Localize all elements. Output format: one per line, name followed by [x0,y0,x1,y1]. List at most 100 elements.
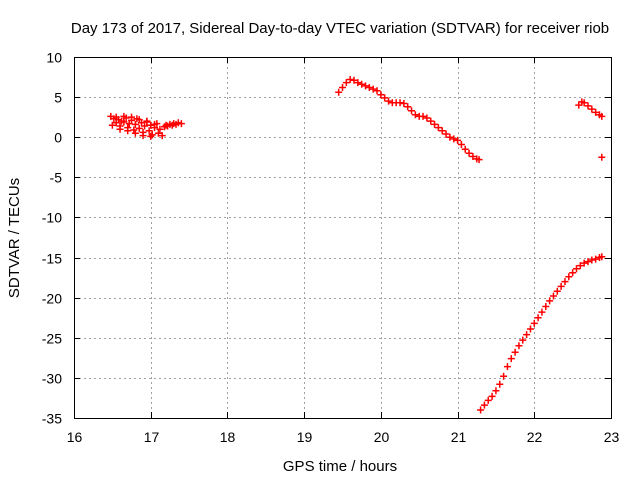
data-point [108,121,116,129]
x-tick-label: 20 [374,429,390,445]
data-point [534,314,542,322]
data-point [549,292,557,300]
data-point [442,130,450,138]
data-point [496,380,504,388]
data-point [584,102,592,110]
data-point [135,124,143,132]
data-point [572,265,580,273]
y-tick-label: -5 [50,170,63,186]
data-point [404,103,412,111]
data-point [461,145,469,153]
data-point [480,401,488,409]
data-point [335,88,343,96]
data-point [158,132,166,140]
data-point [580,99,588,107]
data-point [128,113,136,121]
data-point [400,100,408,108]
data-point [369,85,377,93]
grid-lines [74,57,611,418]
data-point [488,392,496,400]
series-short-segment-22.6-22.9 [575,98,606,120]
data-point [484,396,492,404]
plot-frame [74,57,612,419]
data-point [339,83,346,91]
data-point [139,132,147,140]
data-point [145,127,153,135]
y-tick-label: 5 [54,90,62,106]
data-point [530,319,538,327]
data-point [511,348,519,356]
data-point [350,76,358,84]
y-tick-label: -30 [42,371,62,387]
data-point [450,135,458,143]
x-tick-label: 21 [451,429,467,445]
y-tick-label: -15 [42,251,62,267]
data-point [358,80,366,88]
x-tick-label: 16 [67,429,83,445]
data-point [553,287,561,295]
data-point [147,132,155,140]
data-point [434,124,442,132]
data-point [423,114,431,122]
data-point [120,112,128,120]
data-point [561,278,569,286]
data-point [526,325,534,333]
axis-ticks: 16 17 18 19 20 21 22 23 10 5 0 -5 -10 -15 -20 -25 -30 -35 [42,50,620,446]
data-point [503,363,511,371]
data-point [519,336,527,344]
data-point [396,99,404,107]
data-point [408,107,416,115]
data-point [354,79,362,87]
y-tick-label: 0 [54,130,62,146]
data-point [457,140,465,148]
data-point [588,105,596,113]
data-point [346,75,354,83]
series-isolated-point [598,153,606,161]
series-descending-segment-21.3-22.9 [477,253,606,414]
series-arc-19.5-21.3 [335,75,483,164]
data-point [557,282,565,290]
data-point [135,116,143,124]
data-point [565,273,573,281]
data-point [162,121,170,129]
data-point [156,125,164,133]
data-point [362,82,370,90]
data-point [588,256,596,264]
data-point [546,297,554,305]
data-point [177,120,185,128]
y-tick-label: -10 [42,210,62,226]
x-tick-label: 23 [604,429,620,445]
data-point [592,108,600,116]
data-point [477,406,485,414]
x-tick-label: 18 [220,429,236,445]
data-point [419,112,427,120]
data-point [427,117,435,125]
data-point [431,120,439,128]
x-axis-label: GPS time / hours [283,458,397,475]
data-point [124,127,132,135]
data-point [454,136,462,144]
data-point [112,113,120,121]
data-point [377,91,385,99]
data-point [381,94,389,102]
data-point [446,133,454,141]
data-points [107,75,606,414]
x-tick-label: 22 [527,429,543,445]
data-point [580,259,588,267]
data-point [598,112,606,120]
chart-title: Day 173 of 2017, Sidereal Day-to-day VTE… [71,20,609,37]
data-point [592,255,600,263]
y-tick-label: -25 [42,331,62,347]
data-point [507,355,515,363]
data-point [584,258,592,266]
data-point [143,118,151,126]
data-point [131,120,139,128]
y-tick-label: 10 [46,50,62,66]
data-point [154,129,162,137]
data-point [373,87,381,95]
data-point [542,302,550,310]
data-point [598,253,606,261]
data-point [465,149,473,157]
y-axis-label: SDTVAR / TECUs [6,178,23,298]
